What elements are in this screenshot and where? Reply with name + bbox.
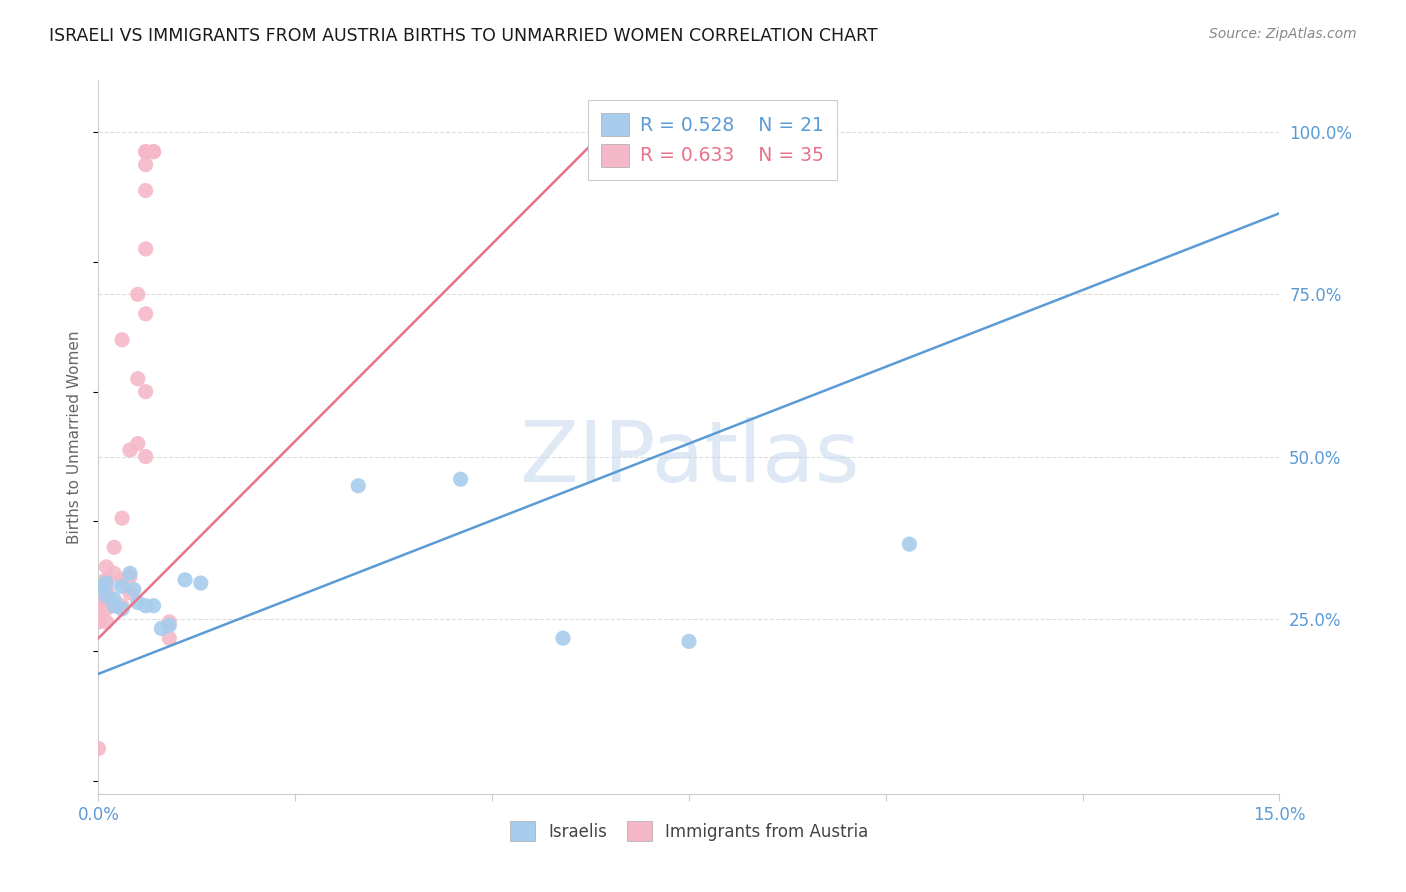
Y-axis label: Births to Unmarried Women: Births to Unmarried Women	[67, 330, 83, 544]
Point	[96, 582, 118, 597]
Point	[103, 541, 125, 555]
Point	[135, 384, 157, 399]
Point	[91, 579, 114, 593]
Point	[96, 615, 118, 629]
Point	[122, 582, 145, 597]
Point	[135, 242, 157, 256]
Text: ZIPatlas: ZIPatlas	[519, 417, 859, 500]
Point	[135, 184, 157, 198]
Point	[111, 579, 134, 593]
Point	[157, 618, 180, 632]
Point	[174, 573, 197, 587]
Point	[96, 559, 118, 574]
Point	[142, 145, 165, 159]
Point	[127, 595, 149, 609]
Point	[157, 631, 180, 645]
Point	[157, 615, 180, 629]
Point	[87, 605, 110, 619]
Point	[127, 436, 149, 450]
Point	[150, 622, 173, 636]
Point	[190, 576, 212, 591]
Point	[111, 599, 134, 613]
Point	[111, 602, 134, 616]
Point	[103, 599, 125, 613]
Point	[142, 145, 165, 159]
Point	[103, 599, 125, 613]
Point	[678, 634, 700, 648]
Legend: Israelis, Immigrants from Austria: Israelis, Immigrants from Austria	[501, 813, 877, 850]
Point	[103, 592, 125, 607]
Point	[127, 372, 149, 386]
Point	[96, 576, 118, 591]
Point	[135, 307, 157, 321]
Point	[135, 145, 157, 159]
Point	[111, 511, 134, 525]
Point	[118, 566, 141, 581]
Point	[87, 615, 110, 629]
Point	[898, 537, 921, 551]
Point	[87, 741, 110, 756]
Text: ISRAELI VS IMMIGRANTS FROM AUSTRIA BIRTHS TO UNMARRIED WOMEN CORRELATION CHART: ISRAELI VS IMMIGRANTS FROM AUSTRIA BIRTH…	[49, 27, 877, 45]
Point	[96, 573, 118, 587]
Point	[118, 443, 141, 458]
Point	[135, 450, 157, 464]
Point	[551, 631, 574, 645]
Point	[450, 472, 472, 486]
Point	[96, 589, 118, 603]
Point	[96, 592, 118, 607]
Point	[118, 569, 141, 583]
Point	[103, 566, 125, 581]
Point	[347, 479, 370, 493]
Point	[135, 158, 157, 172]
Point	[118, 586, 141, 600]
Point	[91, 582, 114, 597]
Text: Source: ZipAtlas.com: Source: ZipAtlas.com	[1209, 27, 1357, 41]
Point	[111, 333, 134, 347]
Point	[142, 599, 165, 613]
Point	[127, 287, 149, 301]
Point	[135, 599, 157, 613]
Point	[87, 599, 110, 613]
Point	[135, 145, 157, 159]
Point	[111, 573, 134, 587]
Point	[96, 602, 118, 616]
